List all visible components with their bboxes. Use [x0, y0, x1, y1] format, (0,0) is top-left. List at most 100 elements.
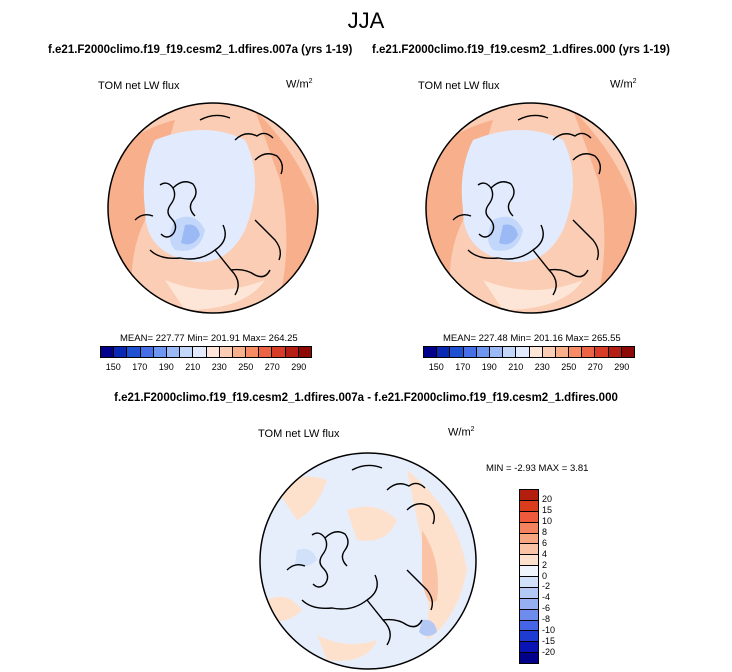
colorbar-tick-label: 190 [158, 362, 174, 372]
colorbar-difference [519, 489, 539, 664]
colorbar-swatch [246, 347, 260, 357]
colorbar-tick-label: 250 [561, 362, 577, 372]
colorbar-swatch [153, 347, 167, 357]
colorbar-swatch [520, 620, 538, 632]
colorbar-swatch [520, 631, 538, 643]
colorbar-swatch [259, 347, 273, 357]
colorbar-swatch [166, 347, 181, 357]
colorbar-tick-label: 20 [542, 493, 553, 504]
colorbar-swatch [520, 555, 538, 567]
colorbar-swatch [520, 577, 538, 588]
colorbar-tick-label: -10 [542, 625, 556, 636]
colorbar-swatch [127, 347, 141, 357]
colorbar-tick-label: 8 [542, 526, 548, 537]
variable-label-right: TOM net LW flux [418, 80, 500, 92]
stats-left: MEAN= 227.77 Min= 201.91 Max= 264.25 [120, 333, 298, 344]
colorbar-swatch [520, 587, 538, 599]
colorbar-swatch [520, 544, 538, 556]
colorbar-swatch [114, 347, 128, 357]
colorbar-tick-label: 210 [185, 362, 201, 372]
colorbar-tick-label: 15 [542, 504, 553, 515]
colorbar-swatch [180, 347, 194, 357]
colorbar-swatch [219, 347, 233, 357]
colorbar-tick-label: 150 [105, 362, 121, 372]
colorbar-tick-label: 150 [428, 362, 444, 372]
colorbar-swatch [520, 522, 538, 534]
colorbar-right [423, 346, 635, 358]
colorbar-swatch [516, 347, 530, 357]
colorbar-swatch [489, 347, 504, 357]
stats-diff: MIN = -2.93 MAX = 3.81 [486, 463, 589, 474]
colorbar-swatch [450, 347, 464, 357]
colorbar-swatch [193, 347, 207, 357]
colorbar-swatch [272, 347, 286, 357]
colorbar-tick-label: 170 [132, 362, 148, 372]
colorbar-tick-label: 210 [508, 362, 524, 372]
colorbar-swatch [140, 347, 154, 357]
colorbar-swatch [569, 347, 583, 357]
colorbar-swatch [232, 347, 247, 357]
colorbar-ticks-left: 150 170 190 210 230 250 270 290 [100, 362, 312, 374]
colorbar-swatch [520, 566, 538, 577]
variable-label-diff: TOM net LW flux [258, 428, 340, 440]
colorbar-swatch [463, 347, 477, 357]
polar-map-left [107, 102, 319, 314]
colorbar-tick-label: -2 [542, 581, 551, 592]
colorbar-tick-label: 270 [264, 362, 280, 372]
colorbar-left [100, 346, 312, 358]
colorbar-swatch [520, 511, 538, 523]
colorbar-tick-label: 190 [481, 362, 497, 372]
colorbar-swatch [476, 347, 490, 357]
colorbar-tick-label: 230 [211, 362, 227, 372]
colorbar-swatch [424, 347, 438, 357]
colorbar-tick-label: 290 [291, 362, 307, 372]
colorbar-swatch [520, 598, 538, 610]
units-label-right: W/m2 [610, 78, 637, 91]
difference-title: f.e21.F2000climo.f19_f19.cesm2_1.dfires.… [114, 392, 618, 404]
colorbar-swatch [529, 347, 543, 357]
colorbar-swatch [520, 500, 538, 512]
colorbar-tick-label: 6 [542, 537, 548, 548]
colorbar-swatch [437, 347, 451, 357]
colorbar-tick-label: -20 [542, 647, 556, 658]
colorbar-swatch [621, 347, 634, 357]
colorbar-tick-label: 270 [587, 362, 603, 372]
colorbar-tick-label: 290 [614, 362, 630, 372]
stats-right: MEAN= 227.48 Min= 201.16 Max= 265.55 [443, 333, 621, 344]
colorbar-tick-label: -15 [542, 636, 556, 647]
units-label-diff: W/m2 [448, 426, 475, 439]
colorbar-tick-label: 4 [542, 548, 548, 559]
colorbar-tick-label: 170 [455, 362, 471, 372]
colorbar-ticks-difference: 20 15 10 8 6 4 2 0 -2 -4 -6 -8 -10 -15 -20 [542, 489, 582, 664]
colorbar-swatch [520, 653, 538, 663]
case-title-right: f.e21.F2000climo.f19_f19.cesm2_1.dfires.… [372, 44, 670, 56]
colorbar-swatch [555, 347, 570, 357]
colorbar-swatch [520, 490, 538, 501]
colorbar-swatch [542, 347, 556, 357]
colorbar-swatch [608, 347, 622, 357]
colorbar-tick-label: 0 [542, 570, 548, 581]
colorbar-swatch [582, 347, 596, 357]
colorbar-tick-label: 250 [238, 362, 254, 372]
colorbar-swatch [595, 347, 609, 357]
colorbar-swatch [298, 347, 311, 357]
season-title: JJA [347, 8, 385, 33]
case-title-left: f.e21.F2000climo.f19_f19.cesm2_1.dfires.… [48, 44, 353, 56]
colorbar-tick-label: 2 [542, 559, 548, 570]
colorbar-swatch [520, 609, 538, 621]
colorbar-ticks-right: 150 170 190 210 230 250 270 290 [423, 362, 635, 374]
colorbar-swatch [503, 347, 517, 357]
colorbar-tick-label: -8 [542, 614, 551, 625]
polar-map-right [425, 102, 637, 314]
colorbar-swatch [101, 347, 115, 357]
colorbar-swatch [520, 642, 538, 654]
colorbar-tick-label: 230 [534, 362, 550, 372]
colorbar-tick-label: -6 [542, 603, 551, 614]
units-label-left: W/m2 [286, 78, 313, 91]
colorbar-tick-label: -4 [542, 592, 551, 603]
colorbar-tick-label: 10 [542, 515, 553, 526]
colorbar-swatch [520, 533, 538, 545]
colorbar-swatch [206, 347, 220, 357]
variable-label-left: TOM net LW flux [98, 80, 180, 92]
colorbar-swatch [285, 347, 299, 357]
